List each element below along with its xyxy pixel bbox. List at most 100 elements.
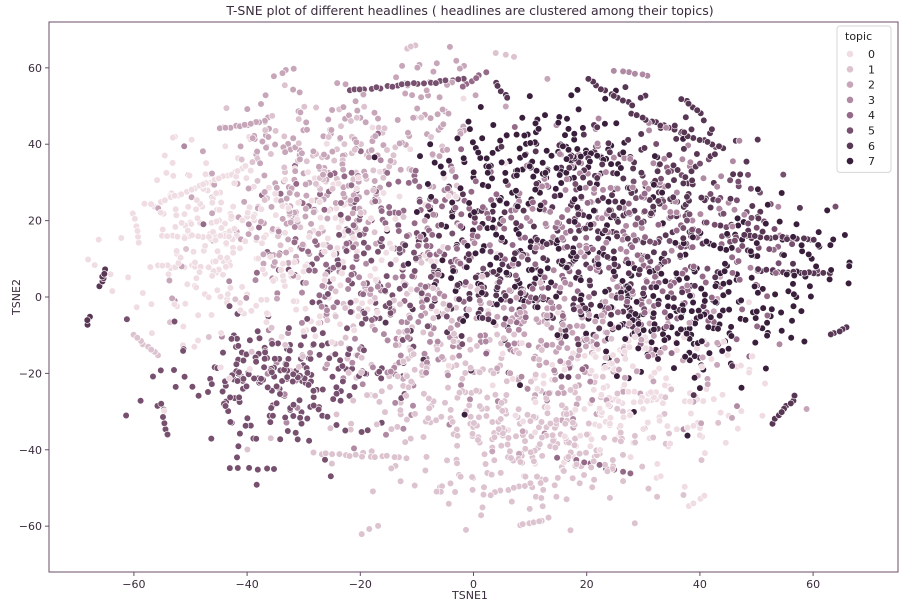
scatter-point-topic-5 [770,225,779,233]
scatter-point-topic-0 [201,242,209,250]
scatter-point-topic-5 [333,390,341,398]
scatter-point-topic-6 [621,83,630,91]
scatter-point-topic-1 [335,450,344,458]
scatter-point-topic-1 [502,51,510,59]
scatter-point-topic-3 [380,330,388,338]
scatter-point-topic-3 [660,155,668,163]
scatter-point-topic-5 [233,453,241,462]
scatter-point-topic-5 [734,178,742,186]
scatter-point-topic-0 [187,220,195,228]
scatter-point-topic-1 [562,410,571,418]
scatter-point-topic-1 [566,526,575,534]
scatter-point-topic-7 [797,307,806,315]
scatter-point-topic-0 [230,225,238,233]
scatter-point-topic-7 [569,249,577,257]
scatter-point-topic-5 [339,377,347,386]
scatter-point-topic-5 [328,373,337,381]
scatter-point-topic-0 [217,198,225,207]
scatter-point-topic-0 [188,136,196,144]
scatter-point-topic-5 [305,437,313,445]
scatter-point-topic-3 [717,172,725,180]
scatter-point-topic-2 [271,258,279,266]
scatter-point-topic-5 [235,368,243,376]
scatter-point-topic-3 [434,270,442,279]
scatter-point-topic-0 [696,431,704,439]
scatter-point-topic-0 [324,234,332,242]
scatter-point-topic-6 [619,174,627,183]
scatter-point-topic-3 [426,338,434,346]
scatter-point-topic-7 [601,95,609,103]
scatter-point-topic-2 [281,148,289,156]
scatter-point-topic-3 [645,126,653,134]
scatter-point-topic-0 [650,369,659,377]
scatter-point-topic-0 [84,255,92,264]
scatter-point-topic-2 [506,317,515,326]
scatter-point-topic-3 [371,326,379,334]
scatter-point-topic-0 [388,244,396,252]
scatter-point-topic-0 [163,232,171,240]
scatter-point-topic-5 [327,472,335,480]
scatter-point-topic-4 [593,340,601,349]
scatter-point-topic-5 [325,354,333,362]
scatter-point-topic-4 [595,461,604,469]
scatter-point-topic-0 [259,265,267,274]
scatter-point-topic-5 [219,349,227,357]
scatter-point-topic-2 [421,217,429,225]
scatter-point-topic-7 [725,306,733,314]
scatter-point-topic-3 [414,318,422,326]
scatter-point-topic-4 [290,238,299,246]
scatter-point-topic-1 [349,397,357,405]
scatter-point-topic-2 [259,250,268,258]
scatter-point-topic-6 [455,295,463,303]
scatter-point-topic-4 [411,219,419,227]
scatter-point-topic-7 [488,174,496,182]
scatter-point-topic-0 [338,269,346,278]
scatter-point-topic-1 [552,493,561,501]
scatter-point-topic-3 [715,205,723,213]
scatter-point-topic-4 [394,178,402,186]
scatter-point-topic-7 [650,309,658,317]
x-tick-label: −40 [235,578,258,591]
scatter-point-topic-1 [375,398,384,406]
scatter-point-topic-3 [382,431,390,439]
scatter-point-topic-7 [814,241,822,249]
scatter-point-topic-4 [653,264,662,272]
scatter-point-topic-7 [483,154,491,162]
scatter-point-topic-6 [497,87,505,95]
scatter-point-topic-6 [593,123,601,131]
scatter-point-topic-5 [219,387,227,396]
scatter-point-topic-6 [680,128,688,136]
legend-marker-topic-6 [846,141,854,150]
scatter-point-topic-7 [541,111,549,119]
scatter-point-topic-0 [164,270,173,278]
scatter-point-topic-5 [334,261,342,269]
scatter-point-topic-2 [237,142,245,150]
scatter-point-topic-5 [234,442,242,450]
scatter-point-topic-1 [538,452,546,460]
x-tick-label: 60 [806,578,820,591]
scatter-point-topic-2 [417,93,425,101]
scatter-point-topic-1 [243,445,251,454]
scatter-point-topic-4 [349,243,357,251]
scatter-point-topic-2 [433,59,441,67]
scatter-point-topic-6 [615,204,624,212]
scatter-point-topic-1 [417,259,426,267]
scatter-point-topic-6 [607,311,615,319]
scatter-point-topic-6 [677,95,685,103]
scatter-point-topic-5 [652,140,660,148]
scatter-point-topic-4 [451,204,460,212]
scatter-point-topic-0 [194,336,202,345]
scatter-point-topic-7 [619,148,627,156]
scatter-point-topic-7 [518,114,526,122]
scatter-point-topic-0 [319,241,327,249]
scatter-point-topic-3 [549,304,557,312]
scatter-point-topic-2 [339,190,348,198]
scatter-point-topic-0 [170,300,179,308]
scatter-point-topic-0 [190,343,198,351]
scatter-point-topic-0 [230,179,238,187]
scatter-point-topic-2 [296,108,305,116]
scatter-point-topic-3 [499,217,507,225]
scatter-point-topic-1 [470,419,478,427]
scatter-point-topic-2 [267,203,276,211]
